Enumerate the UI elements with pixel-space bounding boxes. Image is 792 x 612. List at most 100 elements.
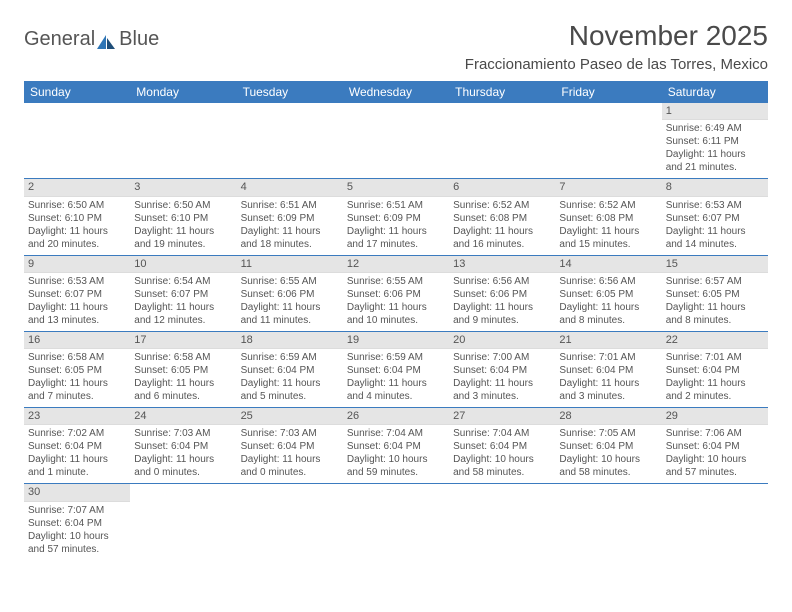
location-subtitle: Fraccionamiento Paseo de las Torres, Mex… xyxy=(465,56,768,73)
daylight-line: Daylight: 11 hours and 8 minutes. xyxy=(559,301,657,327)
day-number: 1 xyxy=(662,103,768,120)
day-number: 26 xyxy=(343,408,449,425)
daylight-line: Daylight: 11 hours and 8 minutes. xyxy=(666,301,764,327)
day-body: Sunrise: 6:51 AMSunset: 6:09 PMDaylight:… xyxy=(343,197,449,255)
day-cell: 1Sunrise: 6:49 AMSunset: 6:11 PMDaylight… xyxy=(662,103,768,178)
day-body xyxy=(662,502,768,508)
day-number: 7 xyxy=(555,179,661,196)
day-number: 12 xyxy=(343,256,449,273)
sunrise-line: Sunrise: 6:53 AM xyxy=(28,275,126,288)
sunset-line: Sunset: 6:05 PM xyxy=(559,288,657,301)
sunrise-line: Sunrise: 7:06 AM xyxy=(666,427,764,440)
sunset-line: Sunset: 6:07 PM xyxy=(28,288,126,301)
day-body xyxy=(343,120,449,126)
day-number: 2 xyxy=(24,179,130,196)
day-cell: 5Sunrise: 6:51 AMSunset: 6:09 PMDaylight… xyxy=(343,179,449,254)
day-cell: 28Sunrise: 7:05 AMSunset: 6:04 PMDayligh… xyxy=(555,408,661,483)
daylight-line: Daylight: 11 hours and 1 minute. xyxy=(28,453,126,479)
daylight-line: Daylight: 10 hours and 57 minutes. xyxy=(666,453,764,479)
daylight-line: Daylight: 11 hours and 2 minutes. xyxy=(666,377,764,403)
daylight-line: Daylight: 11 hours and 12 minutes. xyxy=(134,301,232,327)
week-row: 2Sunrise: 6:50 AMSunset: 6:10 PMDaylight… xyxy=(24,179,768,255)
page-header: General Blue November 2025 Fraccionamien… xyxy=(24,20,768,73)
sunrise-line: Sunrise: 6:49 AM xyxy=(666,122,764,135)
sunrise-line: Sunrise: 7:01 AM xyxy=(559,351,657,364)
day-cell xyxy=(555,484,661,559)
day-number: 21 xyxy=(555,332,661,349)
daylight-line: Daylight: 11 hours and 13 minutes. xyxy=(28,301,126,327)
day-cell xyxy=(555,103,661,178)
day-cell: 7Sunrise: 6:52 AMSunset: 6:08 PMDaylight… xyxy=(555,179,661,254)
sunset-line: Sunset: 6:05 PM xyxy=(134,364,232,377)
sunrise-line: Sunrise: 6:51 AM xyxy=(347,199,445,212)
sunset-line: Sunset: 6:07 PM xyxy=(666,212,764,225)
day-cell xyxy=(130,103,236,178)
day-body: Sunrise: 7:02 AMSunset: 6:04 PMDaylight:… xyxy=(24,425,130,483)
day-cell: 12Sunrise: 6:55 AMSunset: 6:06 PMDayligh… xyxy=(343,256,449,331)
day-number: 16 xyxy=(24,332,130,349)
daylight-line: Daylight: 11 hours and 16 minutes. xyxy=(453,225,551,251)
day-number: 9 xyxy=(24,256,130,273)
daylight-line: Daylight: 11 hours and 14 minutes. xyxy=(666,225,764,251)
sunset-line: Sunset: 6:09 PM xyxy=(241,212,339,225)
sunset-line: Sunset: 6:04 PM xyxy=(453,440,551,453)
sunset-line: Sunset: 6:06 PM xyxy=(241,288,339,301)
sunset-line: Sunset: 6:04 PM xyxy=(241,440,339,453)
sunrise-line: Sunrise: 6:59 AM xyxy=(241,351,339,364)
day-number: 10 xyxy=(130,256,236,273)
sunset-line: Sunset: 6:04 PM xyxy=(347,364,445,377)
day-body: Sunrise: 7:05 AMSunset: 6:04 PMDaylight:… xyxy=(555,425,661,483)
day-body: Sunrise: 6:51 AMSunset: 6:09 PMDaylight:… xyxy=(237,197,343,255)
day-number: 18 xyxy=(237,332,343,349)
day-cell xyxy=(237,484,343,559)
week-row: 9Sunrise: 6:53 AMSunset: 6:07 PMDaylight… xyxy=(24,256,768,332)
sunrise-line: Sunrise: 7:02 AM xyxy=(28,427,126,440)
day-body xyxy=(449,120,555,126)
day-cell: 19Sunrise: 6:59 AMSunset: 6:04 PMDayligh… xyxy=(343,332,449,407)
day-number: 22 xyxy=(662,332,768,349)
title-block: November 2025 Fraccionamiento Paseo de l… xyxy=(465,20,768,73)
daylight-line: Daylight: 11 hours and 0 minutes. xyxy=(241,453,339,479)
day-header: Tuesday xyxy=(237,81,343,103)
day-cell: 25 Sunrise: 7:03 AMSunset: 6:04 PMDayligh… xyxy=(237,408,343,483)
sunrise-line: Sunrise: 7:03 AM xyxy=(241,427,339,440)
day-body xyxy=(555,120,661,126)
day-cell: 20Sunrise: 7:00 AMSunset: 6:04 PMDayligh… xyxy=(449,332,555,407)
sunset-line: Sunset: 6:04 PM xyxy=(134,440,232,453)
day-number: 5 xyxy=(343,179,449,196)
day-number: 4 xyxy=(237,179,343,196)
day-body: Sunrise: 6:49 AMSunset: 6:11 PMDaylight:… xyxy=(662,120,768,178)
day-header: Wednesday xyxy=(343,81,449,103)
day-cell: 23Sunrise: 7:02 AMSunset: 6:04 PMDayligh… xyxy=(24,408,130,483)
sunset-line: Sunset: 6:06 PM xyxy=(347,288,445,301)
day-cell xyxy=(237,103,343,178)
day-body: Sunrise: 7:06 AMSunset: 6:04 PMDaylight:… xyxy=(662,425,768,483)
day-number: 24 xyxy=(130,408,236,425)
day-number: 3 xyxy=(130,179,236,196)
sunrise-line: Sunrise: 6:56 AM xyxy=(559,275,657,288)
sunset-line: Sunset: 6:11 PM xyxy=(666,135,764,148)
day-number: 25 xyxy=(237,408,343,425)
sunrise-line: Sunrise: 7:00 AM xyxy=(453,351,551,364)
day-header-row: SundayMondayTuesdayWednesdayThursdayFrid… xyxy=(24,81,768,103)
day-body: Sunrise: 6:55 AMSunset: 6:06 PMDaylight:… xyxy=(343,273,449,331)
sunset-line: Sunset: 6:08 PM xyxy=(559,212,657,225)
sunrise-line: Sunrise: 6:53 AM xyxy=(666,199,764,212)
weeks-container: 1Sunrise: 6:49 AMSunset: 6:11 PMDaylight… xyxy=(24,103,768,560)
sunset-line: Sunset: 6:06 PM xyxy=(453,288,551,301)
day-cell: 2Sunrise: 6:50 AMSunset: 6:10 PMDaylight… xyxy=(24,179,130,254)
sunset-line: Sunset: 6:10 PM xyxy=(134,212,232,225)
day-body: Sunrise: 7:07 AMSunset: 6:04 PMDaylight:… xyxy=(24,502,130,560)
week-row: 23Sunrise: 7:02 AMSunset: 6:04 PMDayligh… xyxy=(24,408,768,484)
day-cell: 6Sunrise: 6:52 AMSunset: 6:08 PMDaylight… xyxy=(449,179,555,254)
daylight-line: Daylight: 11 hours and 4 minutes. xyxy=(347,377,445,403)
day-number: 17 xyxy=(130,332,236,349)
day-body: Sunrise: 6:56 AMSunset: 6:05 PMDaylight:… xyxy=(555,273,661,331)
week-row: 30Sunrise: 7:07 AMSunset: 6:04 PMDayligh… xyxy=(24,484,768,559)
sunset-line: Sunset: 6:08 PM xyxy=(453,212,551,225)
sunrise-line: Sunrise: 6:58 AM xyxy=(28,351,126,364)
day-body xyxy=(343,502,449,508)
day-number: 19 xyxy=(343,332,449,349)
day-cell: 21Sunrise: 7:01 AMSunset: 6:04 PMDayligh… xyxy=(555,332,661,407)
day-cell: 27Sunrise: 7:04 AMSunset: 6:04 PMDayligh… xyxy=(449,408,555,483)
